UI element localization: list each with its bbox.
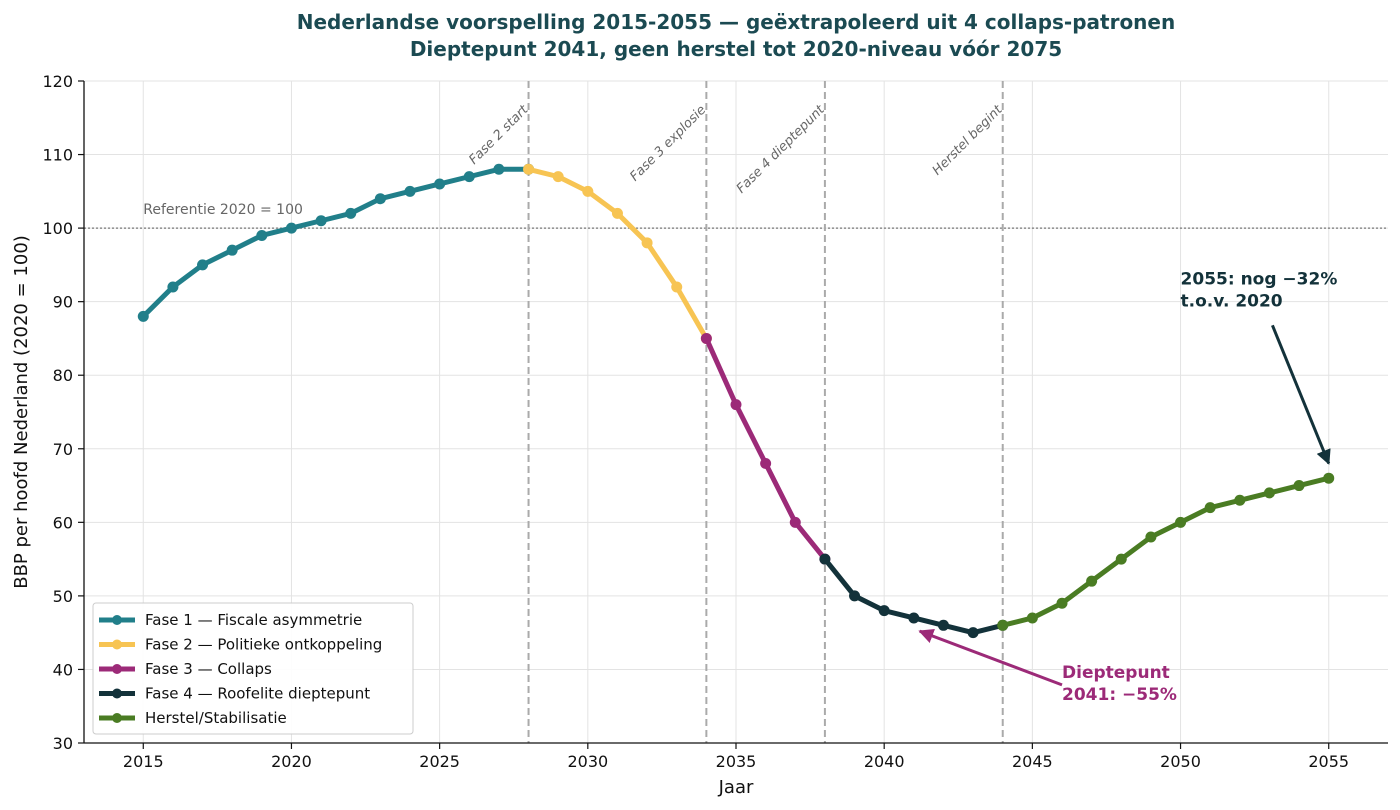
series-line (526, 166, 709, 341)
series-line (140, 166, 532, 319)
data-point (730, 399, 742, 411)
data-point (1234, 494, 1246, 506)
x-tick-label: 2030 (567, 752, 608, 771)
annotation-arrow (1271, 324, 1331, 465)
data-point (256, 229, 268, 241)
data-point (552, 171, 564, 183)
legend-entry-label: Herstel/Stabilisatie (145, 709, 287, 727)
data-point (285, 222, 297, 234)
data-point (226, 244, 238, 256)
legend-swatch-marker (112, 615, 122, 625)
chart-subtitle: Dieptepunt 2041, geen herstel tot 2020-n… (410, 37, 1062, 61)
chart-title: Nederlandse voorspelling 2015-2055 — geë… (297, 10, 1175, 34)
x-tick-label: 2050 (1160, 752, 1201, 771)
data-point (374, 193, 386, 205)
y-tick-label: 100 (42, 219, 73, 238)
data-point (700, 332, 712, 344)
x-tick-label: 2055 (1308, 752, 1349, 771)
data-point (1263, 487, 1275, 499)
legend-swatch-marker (112, 639, 122, 650)
phase-line-label: Herstel begint (930, 102, 1006, 178)
data-point (1204, 502, 1216, 514)
legend-entry-label: Fase 3 — Collaps (145, 660, 272, 678)
y-tick-label: 60 (53, 513, 73, 532)
data-point (463, 171, 475, 183)
data-point (937, 619, 949, 631)
x-tick-label: 2040 (864, 752, 905, 771)
y-tick-label: 50 (53, 587, 73, 606)
legend-entry-label: Fase 2 — Politieke ontkoppeling (145, 636, 382, 654)
y-tick-label: 30 (53, 734, 73, 753)
x-tick-label: 2035 (716, 752, 757, 771)
data-point (404, 185, 416, 197)
annotation-arrow (918, 628, 1063, 687)
x-tick-label: 2020 (271, 752, 312, 771)
data-point (1026, 612, 1038, 624)
reference-label: Referentie 2020 = 100 (143, 202, 303, 218)
data-point (523, 163, 535, 175)
data-point (789, 516, 801, 528)
annotation-text-line2: 2041: −55% (1062, 685, 1177, 705)
data-point (345, 207, 357, 219)
data-point (849, 590, 861, 602)
data-point (967, 627, 979, 639)
data-point (582, 185, 594, 197)
x-tick-label: 2025 (419, 752, 460, 771)
series-line (1000, 475, 1332, 628)
data-point (1115, 553, 1127, 565)
data-point (1056, 597, 1068, 609)
legend-box (92, 602, 414, 735)
data-point (493, 163, 505, 175)
legend-entry-label: Fase 1 — Fiscale asymmetrie (145, 611, 362, 629)
series-group (137, 163, 1335, 639)
data-point (197, 259, 209, 271)
x-tick-label: 2045 (1012, 752, 1053, 771)
data-point (671, 281, 683, 293)
data-point (819, 553, 831, 565)
annotation-text-line2: t.o.v. 2020 (1181, 291, 1283, 311)
x-axis-label: Jaar (718, 777, 754, 798)
data-point (611, 207, 623, 219)
y-axis-label: BBP per hoofd Nederland (2020 = 100) (11, 235, 32, 589)
data-point (760, 457, 772, 469)
x-tick-label: 2015 (123, 752, 164, 771)
data-point (1145, 531, 1157, 543)
data-point (997, 619, 1009, 631)
axes: 2015 2020 2025 2030 2035 2040 2045 2050 2055 30 40… (42, 72, 1388, 771)
y-tick-label: 40 (53, 660, 73, 679)
data-point (908, 612, 920, 624)
data-point (1293, 480, 1305, 492)
y-tick-label: 90 (53, 293, 73, 312)
legend-swatch-marker (112, 664, 122, 674)
legend-entry-label: Fase 4 — Roofelite dieptepunt (145, 685, 370, 703)
data-point (641, 237, 653, 249)
annotation-text-line1: 2055: nog −32% (1181, 269, 1338, 289)
data-point (315, 215, 327, 227)
phase-line-label: Fase 4 dieptepunt (734, 102, 829, 197)
legend-swatch-marker (112, 713, 122, 723)
annotation-text-line1: Dieptepunt (1062, 663, 1170, 683)
legend: Fase 1 — Fiscale asymmetrie Fase 2 — Poli… (92, 602, 414, 735)
data-point (1086, 575, 1098, 587)
y-tick-label: 110 (42, 146, 73, 165)
y-tick-label: 70 (53, 440, 73, 459)
data-point (137, 310, 149, 322)
phase-line-label: Fase 2 start (466, 102, 532, 168)
legend-swatch-marker (112, 688, 122, 699)
data-point (434, 178, 446, 190)
data-point (1175, 516, 1187, 528)
data-point (167, 281, 179, 293)
phase-line-label: Fase 3 explosie (627, 103, 709, 185)
data-point (878, 605, 890, 617)
y-tick-label: 80 (53, 366, 73, 385)
y-tick-label: 120 (42, 72, 73, 91)
data-point (1323, 472, 1335, 484)
